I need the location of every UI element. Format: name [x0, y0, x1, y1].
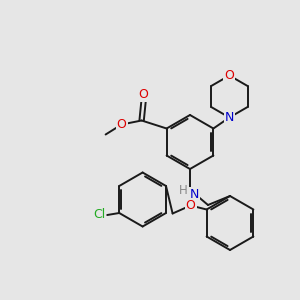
Text: Cl: Cl [93, 208, 105, 221]
Text: O: O [186, 199, 196, 212]
Text: H: H [178, 184, 188, 197]
Text: O: O [224, 69, 234, 82]
Text: N: N [189, 188, 199, 200]
Text: O: O [117, 118, 127, 131]
Text: O: O [139, 88, 148, 101]
Text: N: N [225, 111, 234, 124]
